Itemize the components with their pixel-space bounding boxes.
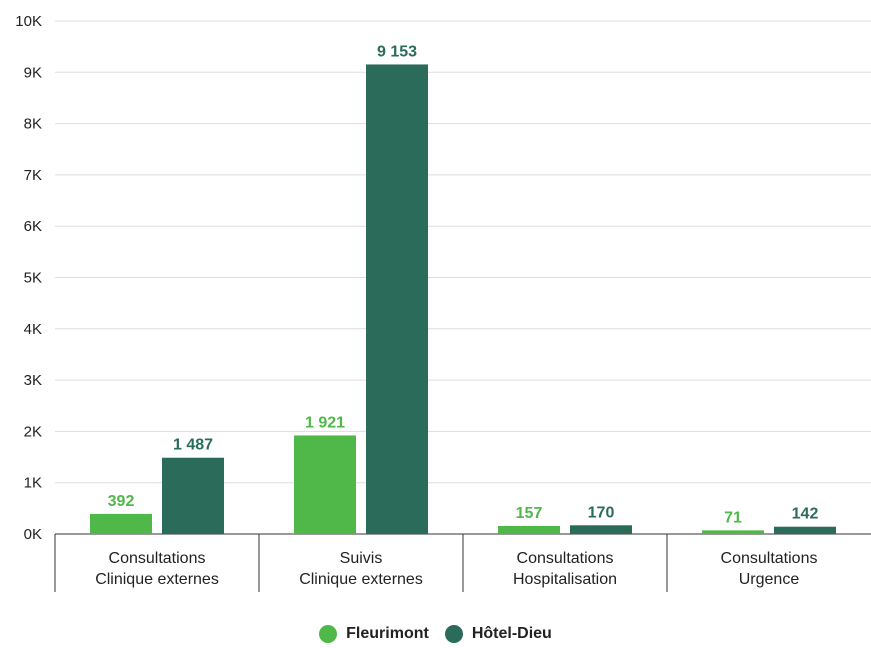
data-label: 170 [588,504,615,521]
x-tick-label: Consultations [721,550,818,567]
y-tick-label: 2K [24,423,42,440]
data-label: 1 487 [173,437,213,454]
bar [90,513,152,534]
bar [702,530,764,534]
y-tick-label: 5K [24,270,42,287]
x-tick-label: Clinique externes [95,571,219,588]
x-tick-label: Suivis [340,550,383,567]
legend-label: Hôtel-Dieu [471,625,552,642]
legend-item[interactable]: Hôtel-Dieu [444,625,552,643]
data-label: 71 [724,509,742,526]
data-label: 142 [792,506,819,523]
data-label: 157 [516,505,543,522]
bar [294,435,356,534]
data-label: 9 153 [377,43,417,60]
y-tick-label: 9K [24,64,42,81]
bar [774,526,836,534]
legend-swatch [444,625,463,643]
bar [162,457,224,534]
y-tick-label: 3K [24,372,42,389]
legend-item[interactable]: Fleurimont [319,625,429,643]
data-label: 1 921 [305,414,345,431]
bar-chart: 0K 1K 2K 3K 4K 5K 6K 7K 8K 9K 10K 392 1 487 Consultat… [15,13,871,592]
y-tick-label: 0K [24,526,42,543]
y-tick-label: 1K [24,475,42,492]
data-label: 392 [108,493,135,510]
legend-label: Fleurimont [346,625,429,642]
bar [498,525,560,534]
bar [366,64,428,534]
y-tick-label: 10K [15,13,42,30]
x-tick-label: Consultations [517,550,614,567]
chart-legend: Fleurimont Hôtel-Dieu [0,625,871,648]
bar [570,525,632,534]
y-tick-label: 8K [24,116,42,133]
legend-swatch [319,625,338,643]
y-tick-label: 6K [24,218,42,235]
x-tick-label: Clinique externes [299,571,423,588]
y-tick-label: 7K [24,167,42,184]
x-tick-label: Hospitalisation [513,571,617,588]
x-tick-label: Consultations [109,550,206,567]
x-tick-label: Urgence [739,571,800,588]
y-tick-label: 4K [24,321,42,338]
